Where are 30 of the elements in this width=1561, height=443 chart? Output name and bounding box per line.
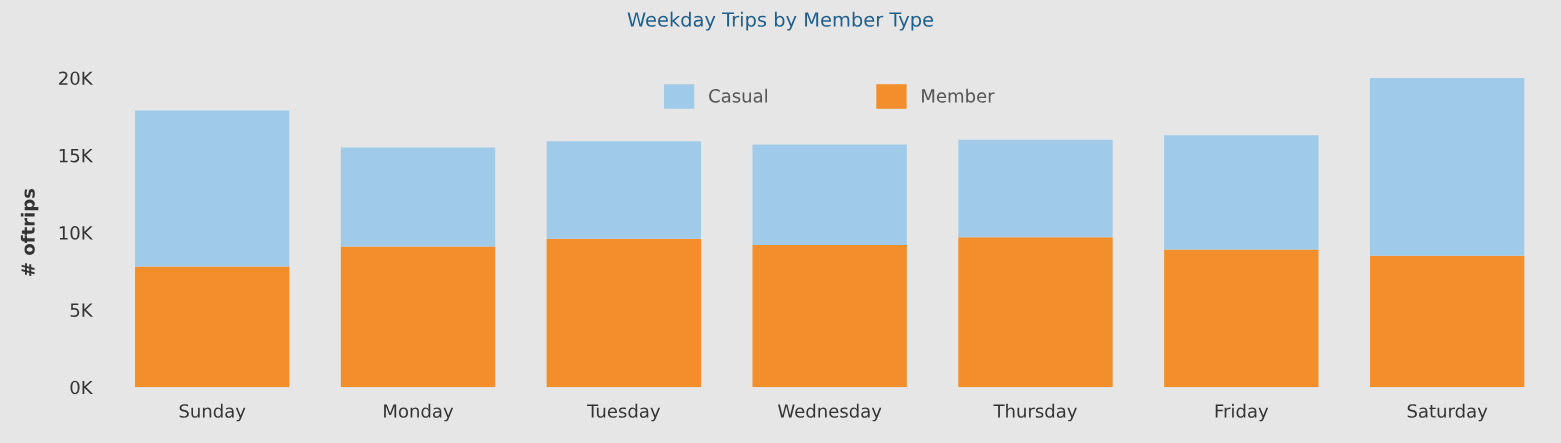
- x-tick-label: Saturday: [1407, 403, 1488, 422]
- x-tick-label: Sunday: [179, 403, 246, 422]
- bar: [958, 237, 1113, 388]
- x-tick-label: Tuesday: [587, 403, 661, 422]
- bar: [1164, 135, 1319, 250]
- bar: [1369, 77, 1525, 256]
- chart-title: Weekday Trips by Member Type: [627, 11, 934, 31]
- y-tick-label: 0K: [70, 380, 93, 395]
- x-tick-label: Monday: [384, 403, 454, 422]
- y-tick-label: 20K: [59, 71, 93, 86]
- y-tick-label: 5K: [70, 303, 93, 317]
- bar: [135, 266, 290, 388]
- bar: [546, 141, 702, 239]
- legend-label: Casual: [709, 88, 767, 103]
- bar: [752, 144, 907, 245]
- bar: [752, 244, 907, 388]
- bar: [1164, 249, 1319, 388]
- y-tick-label: 10K: [59, 226, 93, 240]
- x-tick-label: Wednesday: [778, 403, 882, 422]
- bar: [546, 238, 702, 388]
- bar: [340, 147, 496, 247]
- bar: [958, 139, 1113, 238]
- legend-label: Member: [922, 88, 995, 103]
- bar: [135, 110, 290, 267]
- x-tick-label: Friday: [1215, 403, 1269, 422]
- y-tick-label: 15K: [59, 148, 93, 163]
- bar: [340, 246, 496, 388]
- bar: [1369, 255, 1525, 388]
- x-tick-label: Thursday: [993, 403, 1077, 422]
- y-axis-title: # oftrips: [20, 188, 39, 276]
